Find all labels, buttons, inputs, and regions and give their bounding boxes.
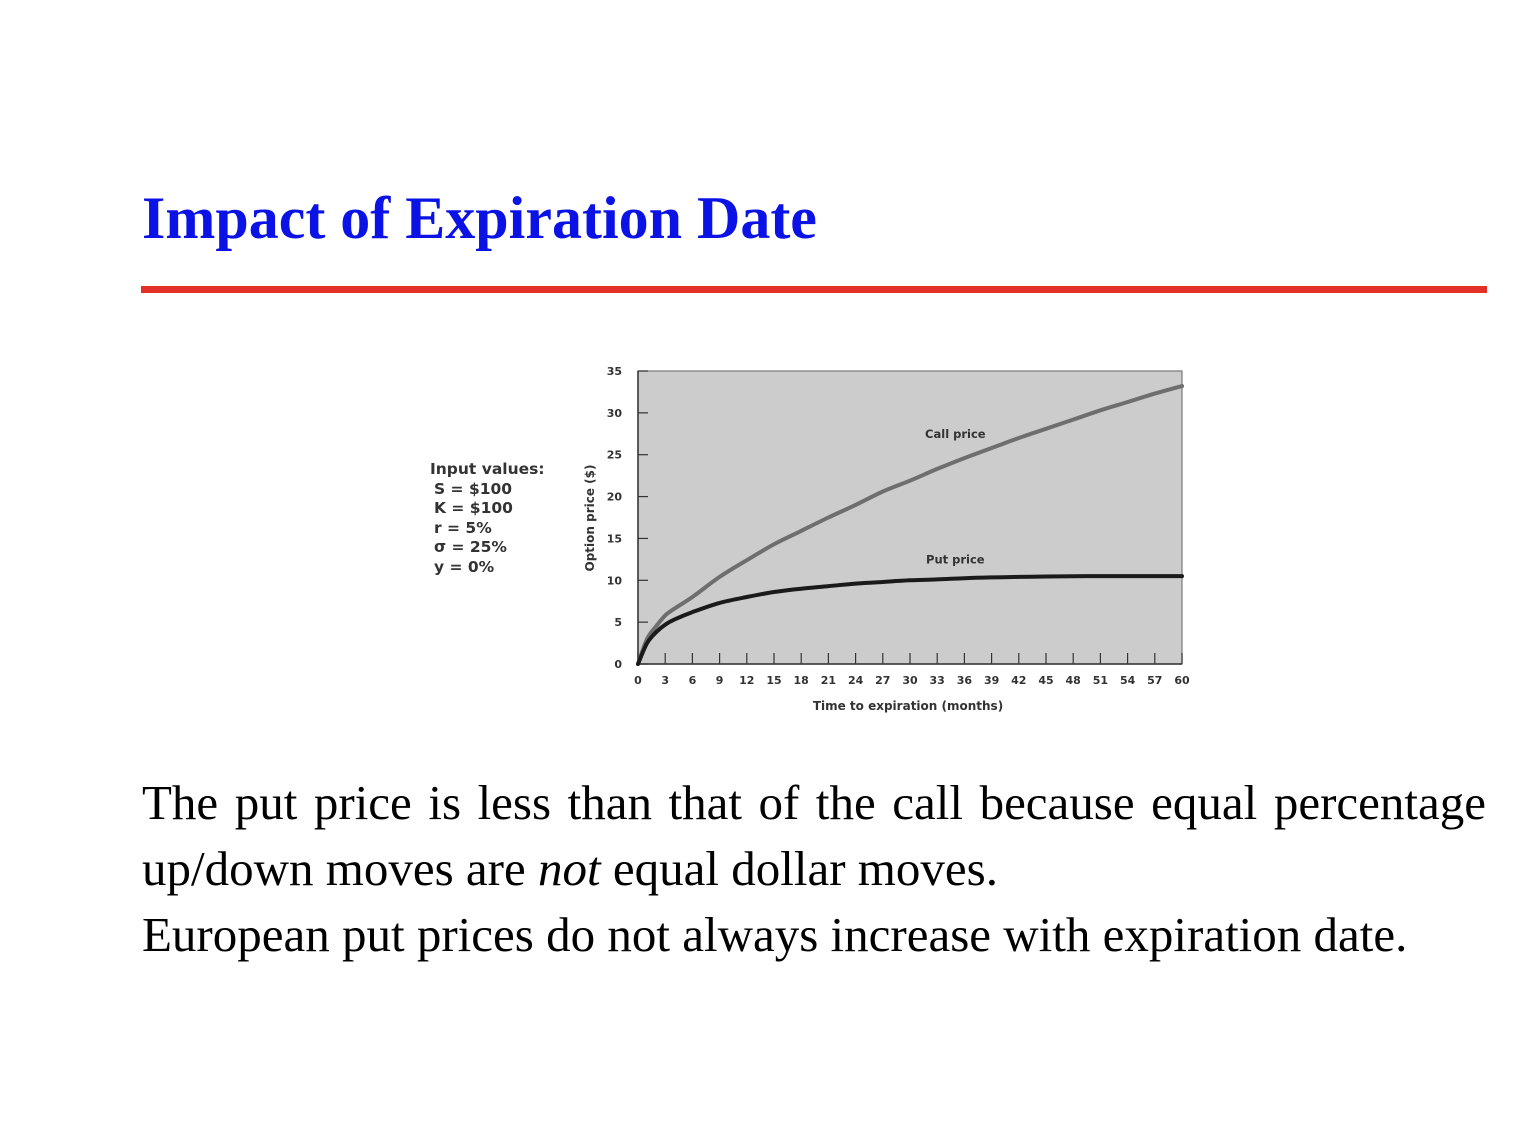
y-tick-label: 35	[607, 365, 622, 378]
x-tick-label: 45	[1038, 674, 1053, 687]
y-tick-label: 20	[607, 491, 623, 504]
x-tick-label: 0	[634, 674, 642, 687]
paragraph-european-puts: European put prices do not always increa…	[142, 907, 1408, 962]
x-tick-label: 39	[984, 674, 999, 687]
expiration-chart-figure: 0 5 10 15 20 25 30 35 0 3 6 9 12 15 18 21 24 27 30 33 36 39 4…	[400, 350, 1220, 730]
x-tick-label: 21	[821, 674, 836, 687]
body-text: The put price is less than that of the c…	[142, 770, 1486, 968]
x-tick-label: 27	[875, 674, 890, 687]
x-axis-ticks: 0 3 6 9 12 15 18 21 24 27 30 33 36 39 42 45 48 51 54 57 60	[634, 653, 1190, 687]
x-tick-label: 48	[1066, 674, 1081, 687]
x-tick-label: 60	[1174, 674, 1190, 687]
input-value-interest-rate: r = 5%	[434, 518, 492, 537]
x-tick-label: 12	[739, 674, 754, 687]
x-tick-label: 18	[794, 674, 809, 687]
x-tick-label: 51	[1093, 674, 1108, 687]
series-layer	[636, 384, 1184, 666]
x-tick-label: 3	[661, 674, 669, 687]
x-tick-label: 42	[1011, 674, 1026, 687]
emphasis-not: not	[538, 841, 601, 896]
y-tick-label: 0	[614, 658, 622, 671]
y-tick-label: 10	[607, 574, 623, 587]
x-tick-label: 15	[766, 674, 781, 687]
paragraph-1-start: The put price is less than that of the c…	[142, 775, 1486, 896]
paragraph-1-end: equal dollar moves.	[600, 841, 998, 896]
input-values-heading: Input values:	[430, 460, 545, 478]
y-tick-label: 15	[607, 532, 622, 545]
input-value-strike-price: K = $100	[434, 499, 513, 517]
put-price-line	[636, 574, 1184, 666]
x-axis-label: Time to expiration (months)	[813, 699, 1003, 713]
x-tick-label: 33	[930, 674, 945, 687]
y-tick-label: 5	[614, 616, 622, 629]
input-values-legend: Input values: S = $100 K = $100 r = 5% σ…	[430, 460, 545, 577]
input-value-volatility: σ = 25%	[434, 538, 507, 556]
x-tick-label: 6	[689, 674, 697, 687]
slide-title: Impact of Expiration Date	[142, 185, 817, 251]
call-price-line	[636, 384, 1184, 666]
x-tick-label: 36	[957, 674, 973, 687]
input-value-dividend-yield: y = 0%	[434, 557, 495, 576]
plot-area	[637, 370, 1183, 665]
y-tick-label: 30	[607, 407, 623, 420]
y-axis-ticks: 0 5 10 15 20 25 30 35	[607, 365, 648, 671]
annotation-layer: Call price Put price	[925, 427, 986, 567]
input-value-stock-price: S = $100	[434, 479, 513, 498]
paragraph-put-vs-call: The put price is less than that of the c…	[142, 770, 1486, 902]
x-tick-label: 54	[1120, 674, 1136, 687]
call-price-label: Call price	[925, 427, 986, 441]
x-tick-label: 24	[848, 674, 864, 687]
x-tick-label: 57	[1147, 674, 1162, 687]
y-axis-label: Option price ($)	[583, 465, 597, 572]
title-divider	[141, 286, 1487, 293]
y-tick-label: 25	[607, 449, 622, 462]
put-price-label: Put price	[926, 553, 985, 567]
x-tick-label: 9	[716, 674, 724, 687]
x-tick-label: 30	[902, 674, 918, 687]
